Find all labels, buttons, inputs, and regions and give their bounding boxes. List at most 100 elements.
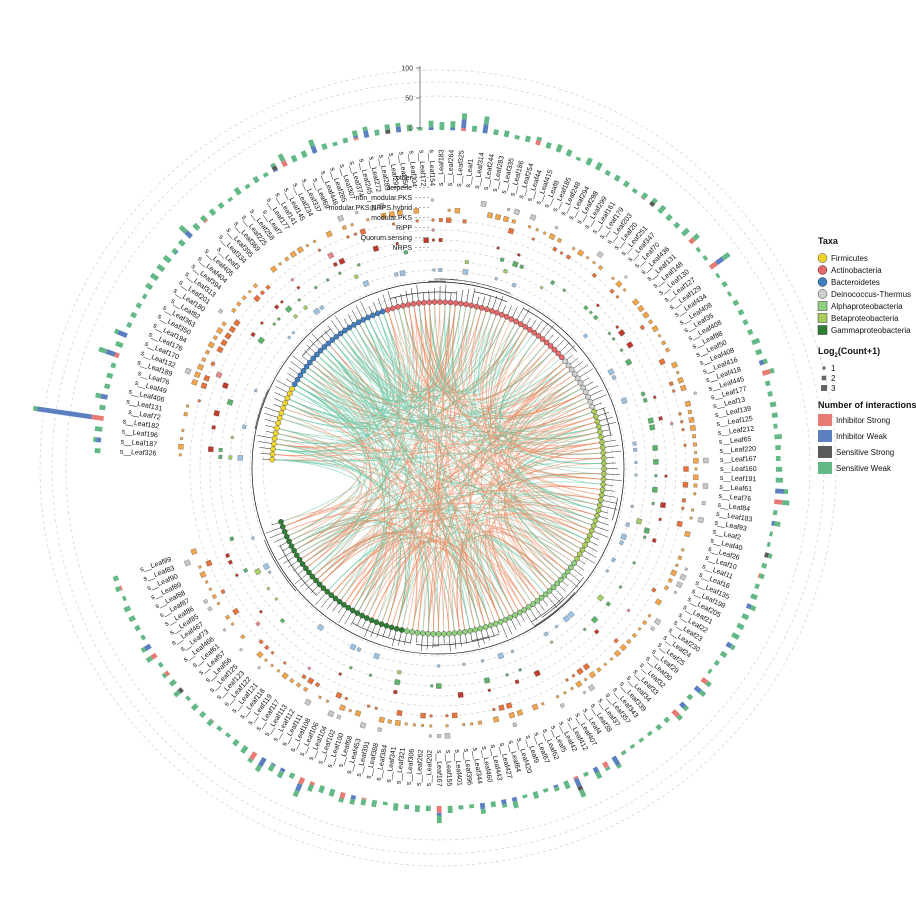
gene-cluster-mark — [302, 674, 307, 679]
gene-cluster-mark — [354, 233, 357, 236]
gene-cluster-mark — [638, 627, 642, 631]
taxa-node — [598, 498, 603, 503]
interaction-bar-segment — [329, 789, 336, 797]
interaction-bar-segment — [96, 437, 101, 442]
gene-cluster-mark — [555, 625, 558, 628]
taxa-node — [360, 613, 365, 618]
interaction-bar-segment — [371, 800, 377, 807]
gene-cluster-mark — [508, 228, 514, 234]
interaction-bar-segment — [429, 127, 434, 130]
gene-cluster-mark — [684, 444, 687, 447]
legend-taxa-label: Deinococcus-Thermus — [831, 290, 911, 299]
gene-cluster-mark — [684, 531, 690, 537]
gene-cluster-mark — [430, 715, 433, 718]
taxa-node — [347, 325, 352, 330]
ring-label: Quorum.sensing — [361, 235, 412, 242]
taxa-node — [488, 623, 493, 628]
tree-branch — [517, 307, 524, 319]
legend-taxa-swatch — [818, 314, 827, 323]
interaction-bar-segment — [126, 322, 132, 328]
gene-cluster-mark — [375, 707, 378, 710]
interaction-bar-segment — [360, 799, 366, 806]
interaction-bar-segment — [673, 222, 680, 229]
gene-cluster-mark — [689, 417, 695, 423]
taxa-node — [526, 604, 531, 609]
taxa-node — [601, 471, 606, 476]
tree-branch — [396, 297, 398, 305]
gene-cluster-mark — [248, 290, 252, 294]
interaction-bar-segment — [741, 613, 749, 620]
gene-cluster-mark — [212, 425, 216, 429]
legend-interaction-label: Inhibitor Strong — [836, 416, 890, 425]
gene-cluster-mark — [243, 568, 248, 573]
leaf-label: s__Leaf1 — [465, 159, 475, 188]
interaction-bar-segment — [349, 799, 355, 805]
tree-branch — [543, 599, 548, 605]
gene-cluster-mark — [644, 527, 650, 533]
taxa-node — [389, 625, 394, 630]
legend-interaction-label: Inhibitor Weak — [836, 432, 888, 441]
interaction-bar-segment — [437, 815, 442, 823]
tree-branch — [449, 636, 450, 652]
gene-cluster-mark — [620, 644, 627, 651]
interaction-bar-segment — [318, 785, 325, 793]
tree-branch — [344, 319, 348, 326]
tree-branch — [599, 516, 609, 519]
taxa-node — [457, 630, 462, 635]
taxa-node — [390, 306, 395, 311]
interaction-bar-segment — [767, 542, 771, 547]
gene-cluster-mark — [597, 594, 604, 601]
taxa-node — [452, 631, 457, 636]
gene-cluster-mark — [481, 201, 487, 207]
taxa-node — [601, 456, 606, 461]
tree-branch — [501, 624, 507, 639]
interaction-bar-segment — [185, 695, 191, 701]
guide-ring — [190, 220, 686, 716]
gene-cluster-mark — [693, 458, 698, 463]
gene-cluster-mark — [683, 466, 688, 471]
interaction-bar-segment — [774, 521, 781, 527]
tree-branch — [604, 440, 616, 442]
gene-cluster-mark — [253, 283, 258, 288]
gene-cluster-mark — [575, 681, 582, 688]
gene-cluster-mark — [216, 327, 223, 334]
taxa-node — [300, 562, 305, 567]
interaction-bar-segment — [687, 694, 694, 701]
gene-cluster-mark — [446, 218, 451, 223]
gene-cluster-mark — [615, 281, 622, 288]
interaction-bar-segment — [191, 703, 199, 711]
taxa-node — [594, 513, 599, 518]
gene-cluster-mark — [513, 723, 517, 727]
gene-cluster-mark — [694, 392, 697, 395]
gene-cluster-mark — [336, 692, 343, 699]
interaction-bar-segment — [393, 803, 399, 811]
gene-cluster-mark — [517, 710, 523, 716]
taxa-node — [271, 446, 276, 451]
taxa-node — [281, 405, 286, 410]
gene-cluster-mark — [326, 700, 329, 703]
tree-branch — [552, 337, 559, 344]
gene-cluster-mark — [181, 429, 184, 432]
interaction-bar-segment — [469, 804, 474, 808]
taxa-node — [593, 518, 598, 523]
interaction-bar-segment — [774, 434, 782, 439]
gene-cluster-mark — [632, 299, 639, 306]
legend-interactions-title: Number of interactions — [818, 400, 916, 410]
tree-branch — [569, 573, 580, 582]
gene-cluster-mark — [672, 389, 675, 392]
gene-cluster-mark — [420, 713, 425, 718]
interaction-bar-segment — [621, 750, 627, 755]
tree-arc — [440, 279, 510, 294]
interaction-bar-segment — [514, 135, 520, 140]
tree-branch — [603, 501, 617, 504]
gene-cluster-mark — [685, 401, 691, 407]
gene-cluster-mark — [463, 269, 469, 275]
legend-taxa-swatch — [818, 302, 827, 311]
tree-branch — [548, 335, 553, 341]
legend-taxa-label: Betaproteobacteria — [831, 314, 899, 323]
gene-cluster-mark — [677, 377, 683, 383]
legend-count-swatch — [821, 385, 827, 391]
tree-branch — [373, 302, 377, 311]
taxa-node — [601, 477, 606, 482]
tree-branch — [576, 365, 588, 373]
